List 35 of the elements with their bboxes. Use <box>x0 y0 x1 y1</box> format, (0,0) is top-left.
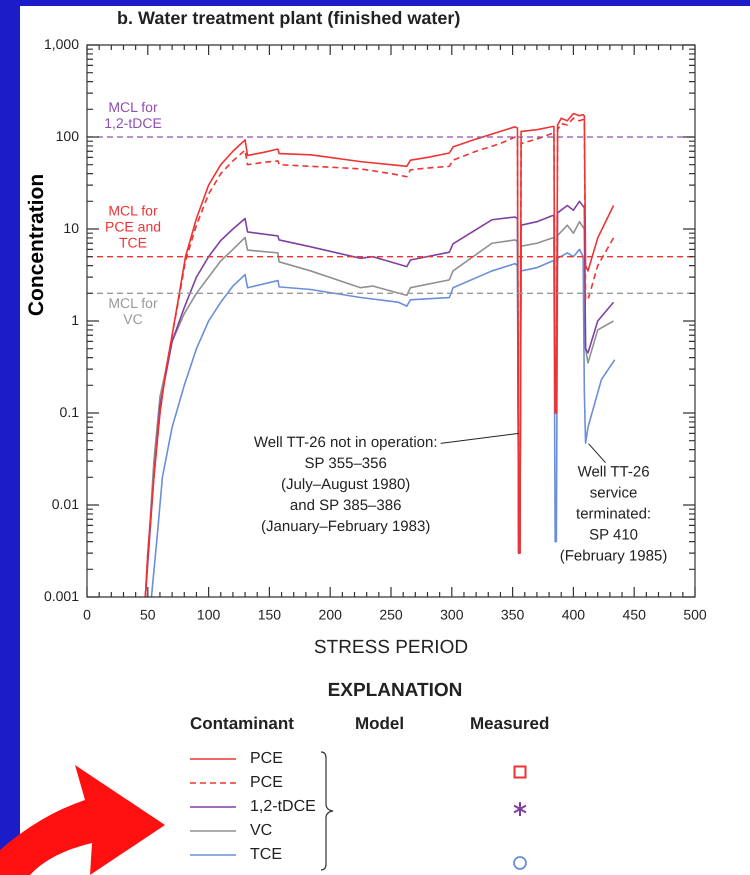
legend-label: VC <box>250 822 272 840</box>
x-tick-label: 500 <box>683 606 707 622</box>
annotation: Well TT-26 not in operation: SP 355–356 (July–August 1980) and SP 385–386 (January–February 1983) <box>254 434 438 536</box>
legend-label: 1,2-tDCE <box>250 798 316 816</box>
ref-line-label: MCL for VC <box>108 295 158 328</box>
text: Contaminant <box>190 714 294 734</box>
x-tick-label: 50 <box>140 606 156 622</box>
legend-label: PCE <box>250 750 283 768</box>
text: Measured <box>470 714 550 734</box>
ref-line-label: MCL for PCE and TCE <box>104 202 162 251</box>
legend-title: EXPLANATION <box>328 680 462 702</box>
x-tick-label: 400 <box>562 606 586 622</box>
x-tick-label: 200 <box>318 606 342 622</box>
chart-title: b. Water treatment plant (finished water) <box>117 8 460 29</box>
y-axis-title: Concentration <box>25 174 49 316</box>
x-axis-title: STRESS PERIOD <box>314 637 468 659</box>
x-tick-label: 450 <box>622 606 646 622</box>
ref-line-label: MCL for 1,2-tDCE <box>104 98 162 131</box>
text: Model <box>355 714 404 734</box>
x-tick-label: 0 <box>83 606 92 622</box>
legend-label: PCE <box>250 774 283 792</box>
y-tick-label: 10 <box>63 220 80 236</box>
legend-label: TCE <box>250 846 282 864</box>
y-tick-label: 0.01 <box>52 496 80 512</box>
annotation: Well TT-26 service terminated: SP 410 (February 1985) <box>560 463 668 564</box>
y-tick-label: 0.1 <box>60 404 80 420</box>
x-tick-label: 300 <box>440 606 464 622</box>
y-tick-label: 0.001 <box>44 588 80 604</box>
x-tick-label: 350 <box>500 606 524 622</box>
x-tick-label: 100 <box>196 606 220 622</box>
y-tick-label: 100 <box>56 128 80 144</box>
x-tick-label: 250 <box>379 606 403 622</box>
y-tick-label: 1 <box>71 312 80 328</box>
x-tick-label: 150 <box>258 606 282 622</box>
y-tick-label: 1,000 <box>44 36 80 52</box>
